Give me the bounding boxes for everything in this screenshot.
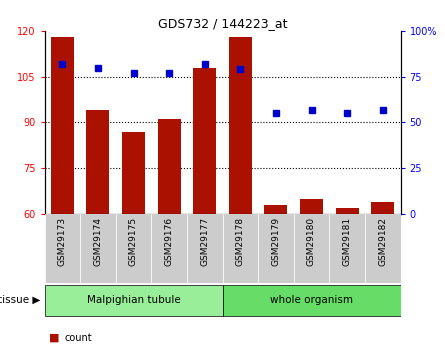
Text: GSM29181: GSM29181: [343, 217, 352, 266]
Bar: [80, 214, 116, 283]
Bar: [222, 214, 258, 283]
Text: Malpighian tubule: Malpighian tubule: [87, 295, 180, 305]
Bar: [158, 119, 181, 214]
Text: GSM29174: GSM29174: [93, 217, 102, 266]
Bar: [44, 285, 222, 316]
Bar: [365, 214, 400, 283]
Title: GDS732 / 144223_at: GDS732 / 144223_at: [158, 17, 287, 30]
Bar: [371, 202, 394, 214]
Text: GSM29180: GSM29180: [307, 217, 316, 266]
Text: GSM29176: GSM29176: [165, 217, 174, 266]
Text: GSM29179: GSM29179: [271, 217, 280, 266]
Text: whole organism: whole organism: [270, 295, 353, 305]
Bar: [122, 132, 145, 214]
Bar: [294, 214, 329, 283]
Bar: [258, 214, 294, 283]
Bar: [187, 214, 222, 283]
Bar: [336, 208, 359, 214]
Bar: [300, 199, 323, 214]
Bar: [151, 214, 187, 283]
Text: GSM29175: GSM29175: [129, 217, 138, 266]
Bar: [86, 110, 109, 214]
Bar: [329, 214, 365, 283]
Text: GSM29177: GSM29177: [200, 217, 209, 266]
Bar: [229, 37, 252, 214]
Text: ■: ■: [49, 333, 60, 343]
Bar: [193, 68, 216, 214]
Bar: [116, 214, 151, 283]
Text: GSM29178: GSM29178: [236, 217, 245, 266]
Bar: [264, 205, 287, 214]
Text: GSM29182: GSM29182: [378, 217, 387, 266]
Bar: [51, 37, 74, 214]
Bar: [44, 214, 80, 283]
Text: count: count: [65, 333, 92, 343]
Bar: [222, 285, 400, 316]
Text: GSM29173: GSM29173: [58, 217, 67, 266]
Text: tissue ▶: tissue ▶: [0, 295, 40, 305]
